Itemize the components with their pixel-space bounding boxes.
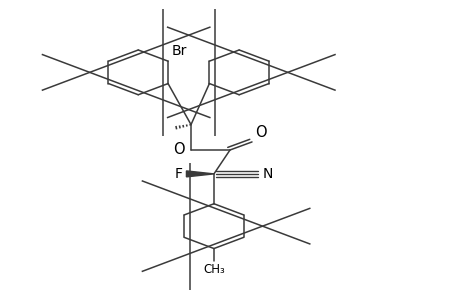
Text: N: N bbox=[263, 167, 273, 181]
Text: Br: Br bbox=[171, 44, 187, 58]
Text: F: F bbox=[174, 167, 182, 181]
Text: CH₃: CH₃ bbox=[202, 263, 224, 277]
Polygon shape bbox=[186, 171, 213, 177]
Text: O: O bbox=[173, 142, 185, 157]
Text: O: O bbox=[255, 125, 266, 140]
